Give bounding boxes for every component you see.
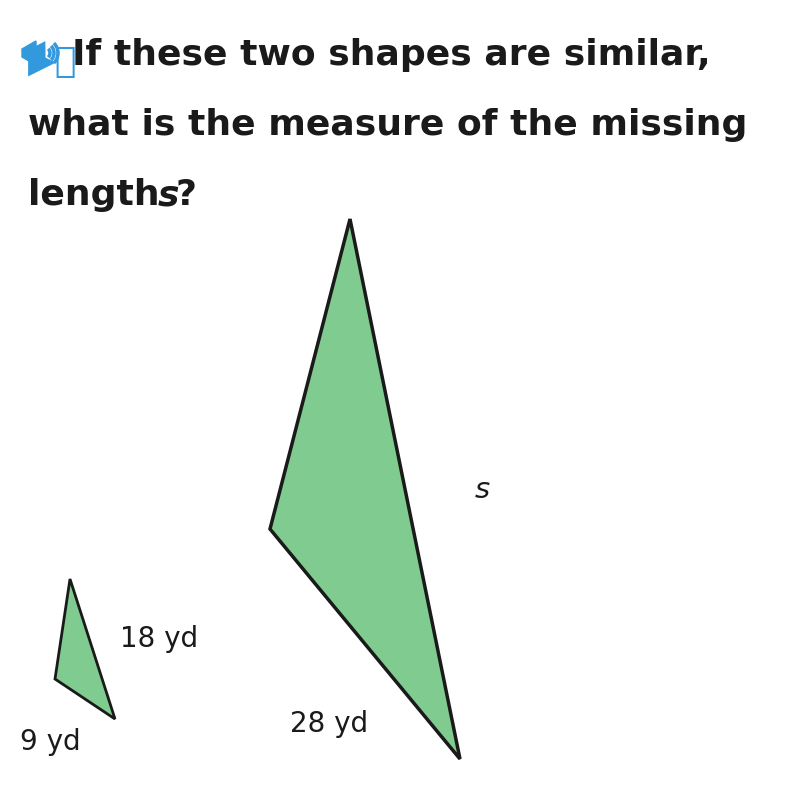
Text: 9 yd: 9 yd [20, 727, 81, 755]
FancyBboxPatch shape [36, 47, 44, 61]
Text: s: s [475, 475, 490, 503]
Text: 28 yd: 28 yd [290, 709, 368, 737]
Text: ▶⦿: ▶⦿ [28, 45, 78, 79]
Text: ?: ? [176, 177, 197, 212]
Text: If these two shapes are similar,: If these two shapes are similar, [72, 38, 710, 72]
Text: s: s [158, 177, 179, 212]
Text: length: length [28, 177, 172, 212]
Text: ◀: ◀ [22, 38, 46, 67]
Polygon shape [270, 220, 460, 759]
Polygon shape [55, 579, 115, 719]
Text: what is the measure of the missing: what is the measure of the missing [28, 108, 747, 142]
Text: 18 yd: 18 yd [120, 624, 198, 652]
Polygon shape [22, 42, 36, 66]
